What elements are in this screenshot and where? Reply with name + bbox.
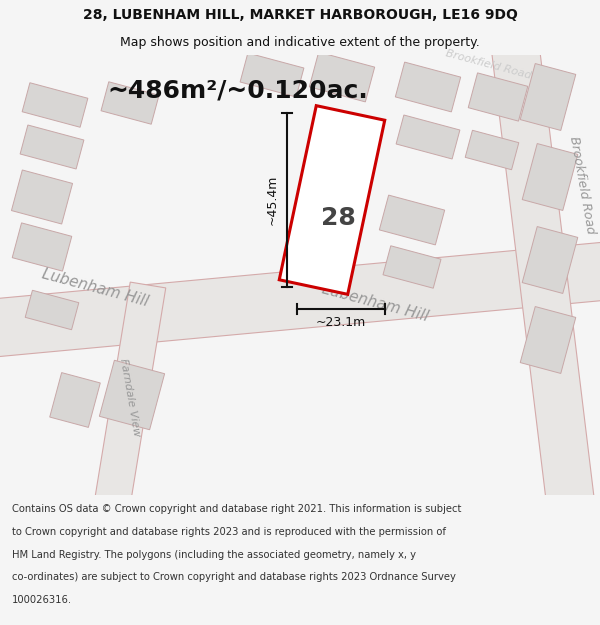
Text: 28, LUBENHAM HILL, MARKET HARBOROUGH, LE16 9DQ: 28, LUBENHAM HILL, MARKET HARBOROUGH, LE…	[83, 8, 517, 22]
Text: Brookfield Road: Brookfield Road	[567, 135, 597, 235]
Text: Contains OS data © Crown copyright and database right 2021. This information is : Contains OS data © Crown copyright and d…	[12, 504, 461, 514]
Polygon shape	[465, 130, 519, 170]
Polygon shape	[520, 306, 576, 374]
Text: ~45.4m: ~45.4m	[265, 175, 278, 225]
Polygon shape	[396, 115, 460, 159]
Polygon shape	[491, 42, 596, 518]
Polygon shape	[100, 360, 164, 430]
Polygon shape	[379, 195, 445, 245]
Polygon shape	[0, 238, 600, 361]
Polygon shape	[50, 372, 100, 428]
Text: co-ordinates) are subject to Crown copyright and database rights 2023 Ordnance S: co-ordinates) are subject to Crown copyr…	[12, 572, 456, 582]
Text: Brookfield Road: Brookfield Road	[444, 49, 532, 81]
Polygon shape	[101, 82, 159, 124]
Text: 100026316.: 100026316.	[12, 595, 72, 605]
Polygon shape	[383, 246, 441, 288]
Text: Lubenham Hill: Lubenham Hill	[40, 266, 150, 309]
Text: to Crown copyright and database rights 2023 and is reproduced with the permissio: to Crown copyright and database rights 2…	[12, 527, 446, 537]
Polygon shape	[240, 53, 304, 97]
Polygon shape	[522, 144, 578, 211]
Text: Lubenham Hill: Lubenham Hill	[320, 281, 430, 324]
Text: ~23.1m: ~23.1m	[316, 316, 366, 329]
Polygon shape	[522, 226, 578, 294]
Polygon shape	[520, 64, 576, 131]
Text: Map shows position and indicative extent of the property.: Map shows position and indicative extent…	[120, 36, 480, 49]
Polygon shape	[25, 290, 79, 330]
Polygon shape	[279, 106, 385, 294]
Polygon shape	[20, 125, 84, 169]
Text: ~486m²/~0.120ac.: ~486m²/~0.120ac.	[107, 78, 368, 102]
Polygon shape	[310, 52, 374, 102]
Text: Farndale View: Farndale View	[118, 357, 142, 437]
Polygon shape	[468, 73, 528, 121]
Polygon shape	[22, 82, 88, 127]
Polygon shape	[395, 62, 461, 112]
Polygon shape	[12, 223, 72, 271]
Polygon shape	[11, 170, 73, 224]
Polygon shape	[94, 282, 166, 508]
Text: 28: 28	[320, 206, 355, 230]
Text: HM Land Registry. The polygons (including the associated geometry, namely x, y: HM Land Registry. The polygons (includin…	[12, 549, 416, 559]
